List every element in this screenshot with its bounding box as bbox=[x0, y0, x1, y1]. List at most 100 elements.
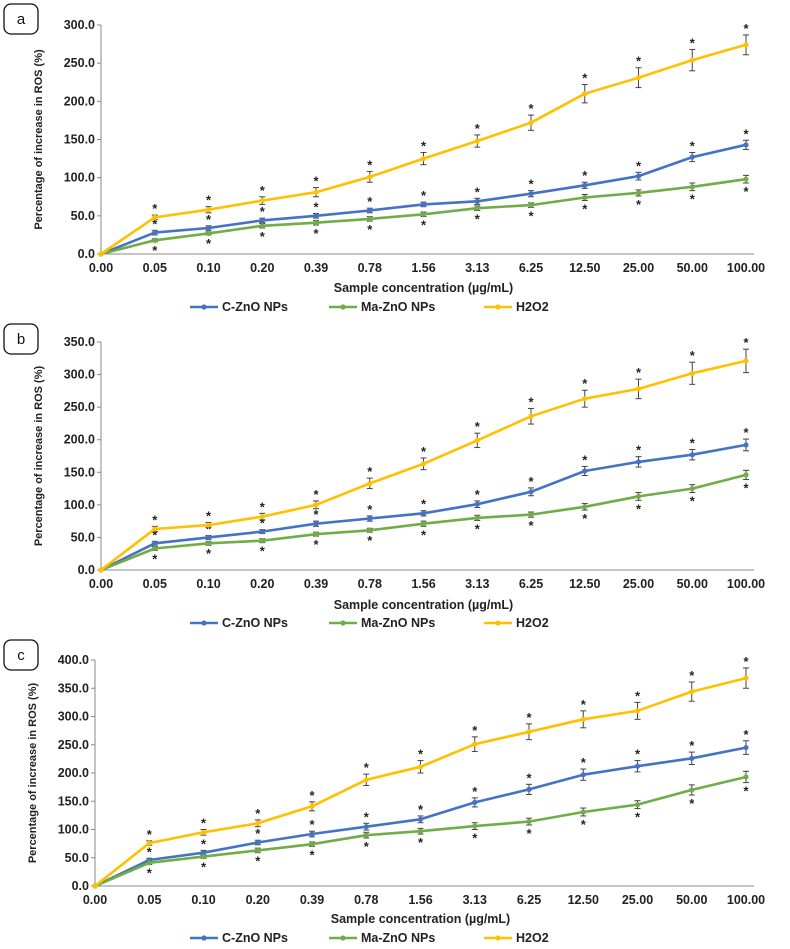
x-axis-label: Sample concentration (µg/mL) bbox=[334, 598, 513, 612]
chart-b: b0.050.0100.0150.0200.0250.0300.0350.00.… bbox=[3, 323, 765, 630]
data-point bbox=[635, 459, 642, 465]
data-point bbox=[689, 452, 695, 458]
significance-star: * bbox=[364, 760, 370, 775]
significance-star: * bbox=[636, 158, 642, 173]
data-point bbox=[417, 828, 424, 834]
significance-star: * bbox=[313, 226, 319, 241]
data-point bbox=[417, 816, 424, 822]
significance-star: * bbox=[582, 376, 588, 391]
y-tick-label: 50.0 bbox=[71, 209, 95, 223]
significance-star: * bbox=[472, 784, 478, 799]
series-M: ************ bbox=[98, 174, 749, 258]
legend-swatch-marker bbox=[340, 620, 346, 626]
x-tick-label: 0.78 bbox=[358, 261, 382, 275]
legend-item: H2O2 bbox=[484, 931, 549, 945]
legend-item: Ma-ZnO NPs bbox=[329, 616, 435, 630]
significance-star: * bbox=[421, 188, 427, 203]
significance-star: * bbox=[689, 796, 695, 811]
data-point bbox=[743, 42, 749, 48]
data-point bbox=[205, 540, 212, 546]
x-tick-label: 100.00 bbox=[727, 261, 765, 275]
data-point bbox=[205, 522, 212, 528]
significance-star: * bbox=[421, 138, 427, 153]
significance-star: * bbox=[581, 697, 587, 712]
significance-star: * bbox=[418, 835, 424, 850]
significance-star: * bbox=[582, 452, 588, 467]
significance-star: * bbox=[206, 236, 212, 251]
x-tick-label: 0.00 bbox=[89, 577, 113, 591]
x-tick-label: 6.25 bbox=[517, 893, 541, 907]
significance-star: * bbox=[528, 394, 534, 409]
data-point bbox=[420, 461, 427, 467]
data-point bbox=[259, 513, 265, 520]
significance-star: * bbox=[367, 194, 373, 209]
significance-star: * bbox=[526, 710, 532, 725]
significance-star: * bbox=[421, 527, 427, 542]
significance-star: * bbox=[260, 499, 266, 514]
data-point bbox=[363, 832, 369, 838]
data-point bbox=[474, 205, 480, 211]
data-point bbox=[152, 545, 158, 552]
data-point bbox=[635, 190, 642, 196]
data-point bbox=[743, 675, 749, 681]
significance-star: * bbox=[152, 201, 158, 216]
data-point bbox=[526, 786, 532, 792]
y-tick-label: 200.0 bbox=[58, 766, 89, 780]
x-tick-label: 0.78 bbox=[358, 577, 382, 591]
legend-swatch-marker bbox=[340, 304, 346, 310]
legend-swatch-marker bbox=[201, 304, 207, 310]
x-axis-label: Sample concentration (µg/mL) bbox=[331, 912, 510, 926]
x-tick-label: 12.50 bbox=[569, 577, 600, 591]
significance-star: * bbox=[636, 443, 642, 458]
data-point bbox=[689, 787, 695, 793]
significance-star: * bbox=[201, 836, 207, 851]
significance-star: * bbox=[260, 183, 266, 198]
x-tick-label: 25.00 bbox=[623, 261, 654, 275]
x-tick-label: 1.56 bbox=[408, 893, 432, 907]
data-point bbox=[689, 154, 695, 160]
data-point bbox=[743, 176, 749, 182]
x-tick-label: 12.50 bbox=[569, 261, 600, 275]
y-tick-label: 350.0 bbox=[64, 335, 95, 349]
legend-label: C-ZnO NPs bbox=[222, 931, 288, 945]
significance-star: * bbox=[255, 806, 261, 821]
data-point bbox=[313, 521, 319, 527]
data-point bbox=[472, 823, 478, 829]
x-tick-label: 12.50 bbox=[568, 893, 599, 907]
panel-c: c 0.0 50.0 100.0 150.0 200.0 250.0 300.0 350.0 40… bbox=[0, 638, 790, 949]
y-tick-label: 150.0 bbox=[64, 465, 95, 479]
series-M: ************ bbox=[92, 770, 749, 889]
x-tick-label: 3.13 bbox=[465, 577, 489, 591]
significance-star: * bbox=[309, 817, 315, 832]
significance-star: * bbox=[636, 365, 642, 380]
data-point bbox=[313, 213, 319, 219]
significance-star: * bbox=[152, 512, 158, 527]
significance-star: * bbox=[152, 216, 158, 231]
significance-star: * bbox=[309, 788, 315, 803]
significance-star: * bbox=[635, 688, 641, 703]
significance-star: * bbox=[313, 174, 319, 189]
data-point bbox=[259, 217, 265, 224]
data-point bbox=[634, 763, 641, 769]
data-point bbox=[259, 528, 265, 535]
significance-star: * bbox=[743, 184, 749, 199]
chart-c: c0.050.0100.0150.0200.0250.0300.0350.040… bbox=[3, 639, 765, 945]
significance-star: * bbox=[364, 809, 370, 824]
data-point bbox=[98, 567, 104, 573]
significance-star: * bbox=[364, 839, 370, 854]
data-point bbox=[689, 370, 695, 376]
data-point bbox=[152, 214, 158, 220]
x-tick-label: 3.13 bbox=[463, 893, 487, 907]
data-point bbox=[205, 207, 212, 213]
legend-item: C-ZnO NPs bbox=[190, 616, 288, 630]
x-tick-label: 25.00 bbox=[622, 893, 653, 907]
data-point bbox=[152, 237, 158, 243]
data-point bbox=[582, 182, 588, 188]
chart-a: a 0.0 50.0 100.0 150.0 200.0 250.0 300.0 0.00 0.0… bbox=[3, 3, 765, 314]
significance-star: * bbox=[367, 222, 373, 237]
data-point bbox=[313, 502, 319, 508]
significance-star: * bbox=[528, 177, 534, 192]
y-tick-label: 250.0 bbox=[58, 738, 89, 752]
y-tick-label: 0.0 bbox=[78, 247, 95, 261]
significance-star: * bbox=[582, 202, 588, 217]
